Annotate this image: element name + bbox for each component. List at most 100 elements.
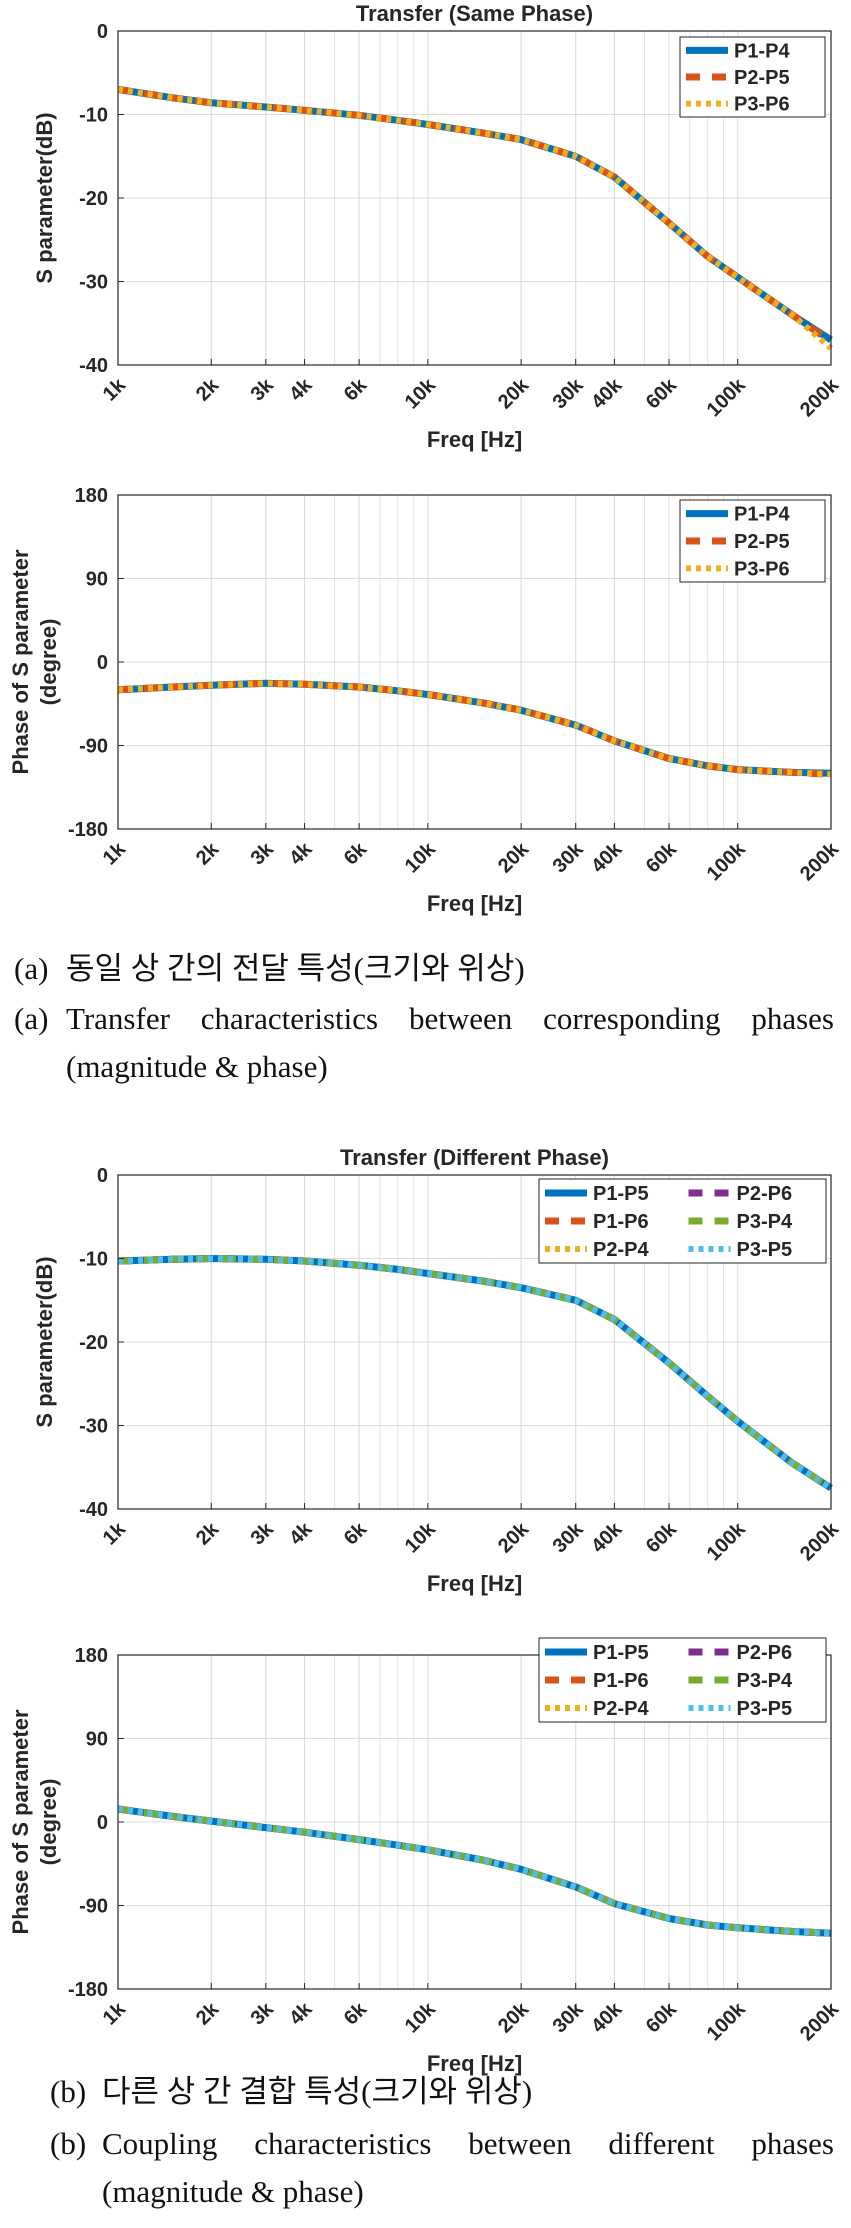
x-tick-label: 200k [796,374,844,422]
legend-label-p2-p4: P2-P4 [593,1239,649,1261]
x-axis-label: Freq [Hz] [427,891,522,916]
y-axis-label-line1: Phase of S parameter [8,1709,33,1934]
y-tick-label: -30 [79,272,108,294]
y-tick-label: -90 [79,1896,108,1918]
y-tick-label: 0 [97,652,108,674]
x-tick-label: 200k [796,1518,844,1566]
x-tick-label: 6k [340,1998,372,2030]
x-axis-label: Freq [Hz] [427,1571,522,1596]
series-line-p3-p4 [117,1255,833,1492]
x-tick-label: 60k [642,1998,682,2038]
legend-label-p3-p6: P3-P6 [734,558,790,580]
x-tick-label: 20k [494,838,534,878]
series-line-p3-p6 [117,680,832,778]
x-tick-label: 100k [703,1518,751,1566]
x-tick-label: 20k [494,1518,534,1558]
x-tick-label: 1k [99,838,131,870]
y-tick-label: -30 [79,1416,108,1438]
y-tick-label: 0 [97,21,108,43]
caption-a-english: (a) Transfer characteristics between cor… [14,995,834,1095]
y-tick-label: 0 [97,1812,108,1834]
x-tick-label: 20k [494,374,534,414]
series-group [117,679,832,778]
caption-b-english-line1: Coupling characteristics between differe… [102,2126,834,2161]
x-tick-label: 4k [285,374,317,406]
x-tick-label: 40k [587,1998,627,2038]
caption-b-english-line2: (magnitude & phase) [102,2174,364,2209]
y-tick-label: -10 [79,1249,108,1271]
y-axis-label-line2: (degree) [36,619,61,706]
x-tick-label: 60k [642,374,682,414]
x-tick-label: 200k [796,1998,844,2046]
caption-a-english-line1: Transfer characteristics between corresp… [66,1001,834,1036]
x-tick-label: 4k [285,838,317,870]
legend: P1-P5 P1-P6 P2-P4 P2-P6 P3-P4 P3-P5 [538,1178,827,1264]
x-tick-label: 10k [401,838,441,878]
x-tick-label: 40k [587,1518,627,1558]
x-tick-label: 1k [99,1518,131,1550]
x-axis-label: Freq [Hz] [427,427,522,452]
x-tick-label: 60k [642,1518,682,1558]
x-axis-label: Freq [Hz] [427,2051,522,2076]
y-tick-label: 180 [75,485,108,507]
legend-label-p2-p5: P2-P5 [734,531,790,553]
x-tick-label: 10k [401,1998,441,2038]
series-group [117,1805,832,1937]
legend-label-p2-p6: P2-P6 [737,1642,793,1664]
y-axis-label: S parameter(dB) [32,1256,57,1427]
x-tick-label: 10k [401,374,441,414]
legend-label-p1-p5: P1-P5 [593,1642,649,1664]
y-tick-label: -10 [79,105,108,127]
y-tick-label: 90 [86,1729,108,1751]
chart-title: Transfer (Same Phase) [356,1,593,26]
y-tick-label: 180 [75,1645,108,1667]
caption-a-english-line2: (magnitude & phase) [66,1049,328,1084]
legend-label-p3-p6: P3-P6 [734,94,790,116]
y-tick-label: -20 [79,188,108,210]
y-tick-label: 90 [86,569,108,591]
x-tick-label: 3k [247,1518,279,1550]
caption-a-korean-text: 동일 상 간의 전달 특성(크기와 위상) [66,951,525,986]
y-tick-label: -20 [79,1332,108,1354]
x-tick-label: 4k [285,1998,317,2030]
grid [117,30,832,366]
x-tick-label: 1k [99,374,131,406]
x-tick-label: 6k [340,374,372,406]
x-tick-label: 10k [401,1518,441,1558]
x-tick-label: 6k [340,1518,372,1550]
legend: P1-P4 P2-P5 P3-P6 [679,36,826,118]
x-tick-label: 60k [642,838,682,878]
series-line-p3-p5 [117,1806,832,1937]
series-group [117,85,833,351]
x-tick-label: 1k [99,1998,131,2030]
caption-b-korean-text: 다른 상 간 결합 특성(크기와 위상) [102,2074,533,2109]
series-group [117,1255,833,1492]
y-tick-label: -40 [79,355,108,377]
x-tick-label: 100k [703,1998,751,2046]
x-tick-label: 6k [340,838,372,870]
x-tick-label: 3k [247,838,279,870]
legend-label-p3-p5: P3-P5 [737,1239,793,1261]
x-tick-label: 2k [192,1518,224,1550]
series-line-p3-p6 [117,86,833,351]
caption-b-label: (b) [50,2074,87,2109]
x-tick-label: 200k [796,838,844,886]
caption-b-english: (b) Coupling characteristics between dif… [50,2120,840,2220]
x-tick-label: 30k [549,838,589,878]
chart-title: Transfer (Different Phase) [340,1145,609,1170]
y-axis-label-line1: Phase of S parameter [8,549,33,774]
x-tick-label: 100k [703,838,751,886]
x-tick-label: 30k [549,1518,589,1558]
legend-label-p3-p4: P3-P4 [737,1211,793,1233]
legend-label-p2-p5: P2-P5 [734,67,790,89]
caption-a-label-english: (a) [14,1001,49,1036]
legend-label-p3-p5: P3-P5 [737,1698,793,1720]
caption-a-label: (a) [14,951,49,986]
legend: P1-P4 P2-P5 P3-P6 [679,499,826,583]
y-axis-label: S parameter(dB) [32,112,57,283]
x-tick-label: 40k [587,838,627,878]
